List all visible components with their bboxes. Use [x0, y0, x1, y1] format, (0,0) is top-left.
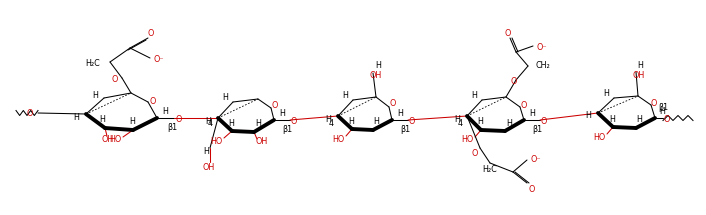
Text: 4: 4 — [208, 120, 213, 129]
Text: H: H — [222, 94, 228, 103]
Text: H: H — [373, 118, 379, 126]
Text: H: H — [454, 115, 460, 123]
Text: H₂C: H₂C — [85, 58, 100, 68]
Text: β1: β1 — [400, 126, 410, 135]
Text: O: O — [472, 149, 478, 158]
Text: H: H — [529, 109, 535, 118]
Text: O⁻: O⁻ — [537, 43, 547, 52]
Text: H: H — [585, 112, 591, 120]
Text: HO: HO — [109, 135, 121, 144]
Text: H: H — [506, 118, 512, 127]
Text: H: H — [348, 117, 354, 126]
Text: O: O — [529, 184, 535, 194]
Text: H: H — [255, 120, 261, 129]
Text: O: O — [150, 97, 156, 106]
Text: O: O — [148, 29, 154, 37]
Text: H: H — [73, 112, 79, 121]
Text: 4: 4 — [328, 120, 333, 129]
Text: H: H — [325, 115, 331, 123]
Text: OH: OH — [256, 138, 268, 146]
Text: H: H — [375, 61, 381, 71]
Text: HO: HO — [593, 132, 605, 141]
Text: HO: HO — [461, 135, 473, 144]
Text: HO: HO — [210, 137, 222, 146]
Text: β1: β1 — [658, 103, 668, 112]
Text: H: H — [477, 118, 483, 126]
Text: H: H — [636, 115, 642, 124]
Text: O: O — [390, 100, 396, 109]
Text: O: O — [521, 100, 527, 109]
Text: O: O — [176, 115, 182, 123]
Text: O: O — [651, 98, 657, 108]
Text: H: H — [603, 89, 609, 98]
Text: O: O — [511, 77, 517, 86]
Text: H: H — [659, 106, 665, 115]
Text: β1: β1 — [167, 123, 177, 132]
Text: O: O — [664, 115, 670, 123]
Text: O: O — [27, 109, 33, 118]
Text: O: O — [272, 100, 278, 109]
Text: H: H — [228, 118, 234, 127]
Text: H: H — [279, 109, 285, 118]
Text: H: H — [397, 109, 403, 118]
Text: H: H — [342, 92, 348, 100]
Text: H: H — [637, 60, 643, 69]
Text: O: O — [291, 117, 297, 126]
Text: H: H — [129, 118, 135, 126]
Text: H: H — [92, 92, 98, 100]
Text: O: O — [541, 117, 547, 126]
Text: O⁻: O⁻ — [154, 54, 164, 63]
Text: O: O — [409, 117, 415, 126]
Text: H: H — [471, 92, 477, 100]
Text: H: H — [203, 146, 209, 155]
Text: β1: β1 — [282, 126, 292, 135]
Text: O⁻: O⁻ — [531, 155, 542, 164]
Text: OH: OH — [370, 72, 382, 80]
Text: O: O — [112, 75, 118, 83]
Text: O: O — [505, 29, 511, 37]
Text: β1: β1 — [532, 126, 542, 135]
Text: OH: OH — [203, 163, 215, 172]
Text: H: H — [205, 117, 211, 126]
Text: OH: OH — [633, 72, 645, 80]
Text: HO: HO — [332, 135, 344, 143]
Text: OH: OH — [102, 135, 114, 144]
Text: H₂C: H₂C — [482, 164, 497, 174]
Text: H: H — [99, 115, 105, 124]
Text: 4: 4 — [457, 120, 462, 129]
Text: H: H — [162, 106, 168, 115]
Text: CH₂: CH₂ — [536, 60, 551, 69]
Text: H: H — [609, 115, 615, 123]
